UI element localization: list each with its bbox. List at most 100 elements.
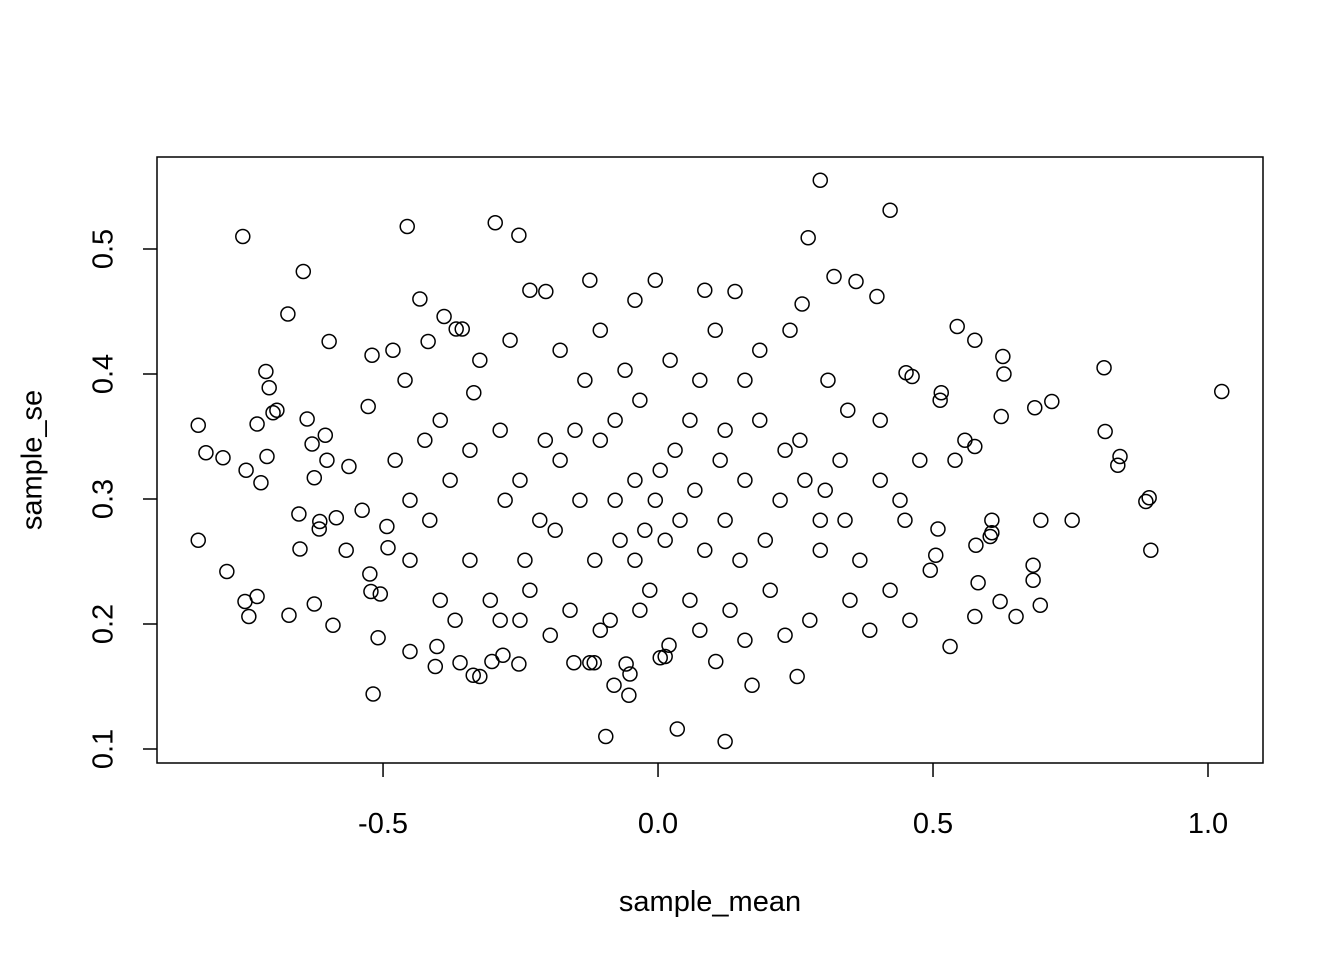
point xyxy=(932,392,948,408)
point xyxy=(632,392,648,408)
point xyxy=(562,602,578,618)
point xyxy=(837,512,853,528)
point xyxy=(984,512,1000,528)
point xyxy=(363,583,379,600)
point xyxy=(922,562,939,578)
point xyxy=(462,552,478,568)
point xyxy=(970,575,986,591)
point xyxy=(364,347,380,363)
point xyxy=(621,687,637,703)
point xyxy=(872,412,888,428)
point xyxy=(312,513,328,530)
point xyxy=(487,215,503,231)
point xyxy=(707,322,723,338)
point xyxy=(744,677,760,693)
point xyxy=(258,363,274,380)
point xyxy=(399,218,415,235)
y-axis-label: sample_se xyxy=(17,390,49,530)
point xyxy=(722,602,738,618)
point xyxy=(892,492,908,508)
point xyxy=(572,492,588,508)
x-tick-label: 0.0 xyxy=(638,808,678,840)
point xyxy=(1138,493,1154,510)
y-tick-label: 0.4 xyxy=(88,354,120,394)
point xyxy=(241,608,257,625)
point xyxy=(537,432,554,448)
point xyxy=(422,512,438,528)
point xyxy=(402,492,418,508)
point xyxy=(708,653,724,670)
point xyxy=(792,432,808,448)
point xyxy=(606,677,622,693)
point xyxy=(1025,557,1041,573)
point xyxy=(812,542,829,558)
point xyxy=(669,721,686,737)
point xyxy=(840,402,856,418)
point xyxy=(512,612,528,628)
plot-frame xyxy=(156,156,1264,764)
point xyxy=(592,322,609,338)
point xyxy=(370,630,386,646)
point xyxy=(772,492,788,508)
point xyxy=(717,512,733,528)
point xyxy=(484,653,500,670)
point xyxy=(802,612,818,628)
point xyxy=(789,668,805,685)
point xyxy=(647,492,664,508)
point xyxy=(472,352,488,368)
point xyxy=(1032,597,1049,613)
point xyxy=(820,372,836,388)
point xyxy=(448,321,464,337)
point xyxy=(319,452,335,468)
point xyxy=(1112,448,1128,465)
point xyxy=(447,612,463,628)
point xyxy=(462,442,478,458)
point xyxy=(1096,360,1112,376)
point xyxy=(657,532,673,548)
point xyxy=(682,592,698,608)
point xyxy=(897,512,913,528)
point xyxy=(618,656,634,672)
point xyxy=(492,612,508,628)
point xyxy=(291,506,307,522)
point xyxy=(777,442,793,458)
point xyxy=(928,547,944,563)
point xyxy=(912,452,928,468)
point xyxy=(652,650,668,666)
point xyxy=(566,655,582,671)
point xyxy=(902,612,918,628)
point xyxy=(967,608,983,625)
point xyxy=(249,416,265,432)
point xyxy=(417,432,433,448)
point xyxy=(667,442,683,458)
point xyxy=(522,582,538,598)
point xyxy=(882,202,898,218)
point xyxy=(542,627,558,643)
point xyxy=(429,638,445,655)
point xyxy=(427,658,444,675)
point xyxy=(995,348,1011,365)
point xyxy=(280,306,296,322)
point xyxy=(281,607,297,623)
point xyxy=(1033,512,1049,528)
point xyxy=(338,542,354,558)
point xyxy=(360,398,376,415)
point xyxy=(582,655,598,671)
x-tick-label: 1.0 xyxy=(1188,808,1228,840)
point xyxy=(942,638,958,655)
point xyxy=(1064,512,1080,528)
point xyxy=(547,522,563,538)
point xyxy=(517,552,533,568)
x-tick-label: 0.5 xyxy=(913,808,953,840)
point xyxy=(522,282,538,298)
point xyxy=(957,432,973,448)
point xyxy=(442,472,458,488)
point xyxy=(511,227,527,243)
point xyxy=(472,668,488,685)
point xyxy=(592,432,609,448)
point xyxy=(582,272,598,288)
point xyxy=(219,563,235,580)
point xyxy=(436,308,452,325)
point xyxy=(647,272,664,288)
